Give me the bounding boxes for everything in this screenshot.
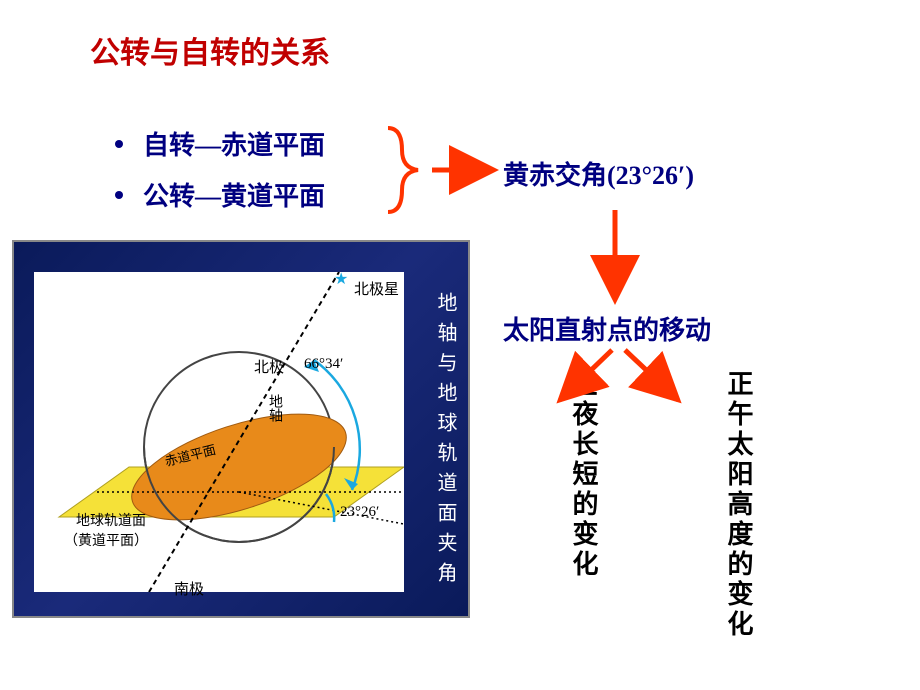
diagram-side-label: 地轴与地球轨道面夹角 <box>431 292 460 592</box>
node-subsolar: 太阳直射点的移动 <box>503 310 711 347</box>
label-angle-2326: 23°26′ <box>340 504 379 521</box>
page-title: 公转与自转的关系 <box>90 28 330 72</box>
earth-axis-diagram: 地轴与地球轨道面夹角 ★ 北极星 北极 地轴 66°34′ 赤道平面 地球轨道 <box>12 240 470 618</box>
label-polaris: 北极星 <box>354 278 399 299</box>
label-north-pole: 北极 <box>254 356 284 377</box>
label-orbit-plane: 地球轨道面 <box>76 510 146 530</box>
label-ecliptic-plane: （黄道平面） <box>64 530 148 550</box>
bullet-item-rotation: 自转—赤道平面 <box>115 125 325 162</box>
bullet-item-revolution: 公转—黄道平面 <box>115 176 325 213</box>
node-noon-altitude: 正午太阳高度的变化 <box>720 370 757 640</box>
node-daynight: 昼夜长短的变化 <box>565 370 602 580</box>
label-angle-6634: 66°34′ <box>304 356 343 373</box>
bullet-text: 自转—赤道平面 <box>143 125 325 162</box>
bullet-dot-icon <box>115 140 123 148</box>
bullet-text: 公转—黄道平面 <box>143 176 325 213</box>
bullet-dot-icon <box>115 191 123 199</box>
bullet-list: 自转—赤道平面 公转—黄道平面 <box>115 125 325 227</box>
svg-text:★: ★ <box>334 272 348 288</box>
label-axis: 地轴 <box>264 394 284 422</box>
node-obliquity: 黄赤交角(23°26′) <box>503 155 694 192</box>
label-south-pole: 南极 <box>174 578 204 599</box>
brace-icon <box>380 120 440 220</box>
